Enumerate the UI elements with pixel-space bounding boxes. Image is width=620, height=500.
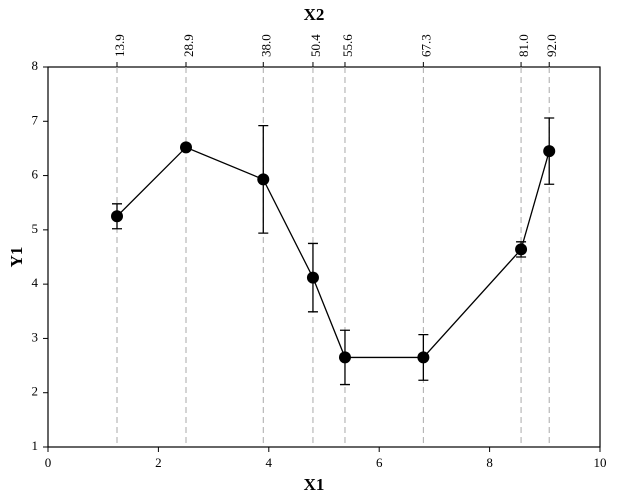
data-point bbox=[257, 173, 270, 186]
x2-tick-label: 28.9 bbox=[181, 34, 196, 57]
x-tick-label: 6 bbox=[376, 455, 383, 470]
x2-tick-label: 55.6 bbox=[340, 34, 355, 57]
data-point bbox=[417, 351, 430, 364]
y-axis-title: Y1 bbox=[7, 247, 26, 268]
y-tick-label: 1 bbox=[32, 438, 39, 453]
y-tick-label: 4 bbox=[32, 275, 39, 290]
data-point bbox=[543, 145, 556, 158]
y-tick-label: 3 bbox=[32, 329, 39, 344]
y-tick-label: 8 bbox=[32, 58, 39, 73]
data-point bbox=[180, 141, 192, 154]
x2-tick-label: 92.0 bbox=[544, 34, 559, 57]
data-point bbox=[306, 271, 319, 284]
data-point bbox=[515, 243, 528, 256]
y-tick-label: 5 bbox=[32, 221, 39, 236]
x-tick-label: 8 bbox=[486, 455, 493, 470]
x2-axis-title: X2 bbox=[304, 5, 325, 24]
x2-tick-label: 81.0 bbox=[516, 34, 531, 57]
x2-tick-label: 38.0 bbox=[258, 34, 273, 57]
x2-tick-label: 13.9 bbox=[112, 34, 127, 57]
data-point bbox=[338, 351, 351, 364]
x2-tick-label: 50.4 bbox=[308, 34, 323, 57]
y-tick-label: 6 bbox=[32, 167, 39, 182]
x-tick-label: 2 bbox=[155, 455, 162, 470]
data-line bbox=[116, 146, 550, 359]
x2-tick-label: 67.3 bbox=[418, 34, 433, 57]
plot-frame bbox=[47, 66, 601, 448]
x-tick-label: 10 bbox=[594, 455, 607, 470]
y-tick-label: 7 bbox=[32, 112, 39, 127]
x-axis-title: X1 bbox=[304, 475, 325, 494]
x-tick-label: 0 bbox=[45, 455, 52, 470]
x-tick-label: 4 bbox=[266, 455, 273, 470]
y-tick-label: 2 bbox=[32, 384, 39, 399]
data-point bbox=[111, 210, 123, 223]
